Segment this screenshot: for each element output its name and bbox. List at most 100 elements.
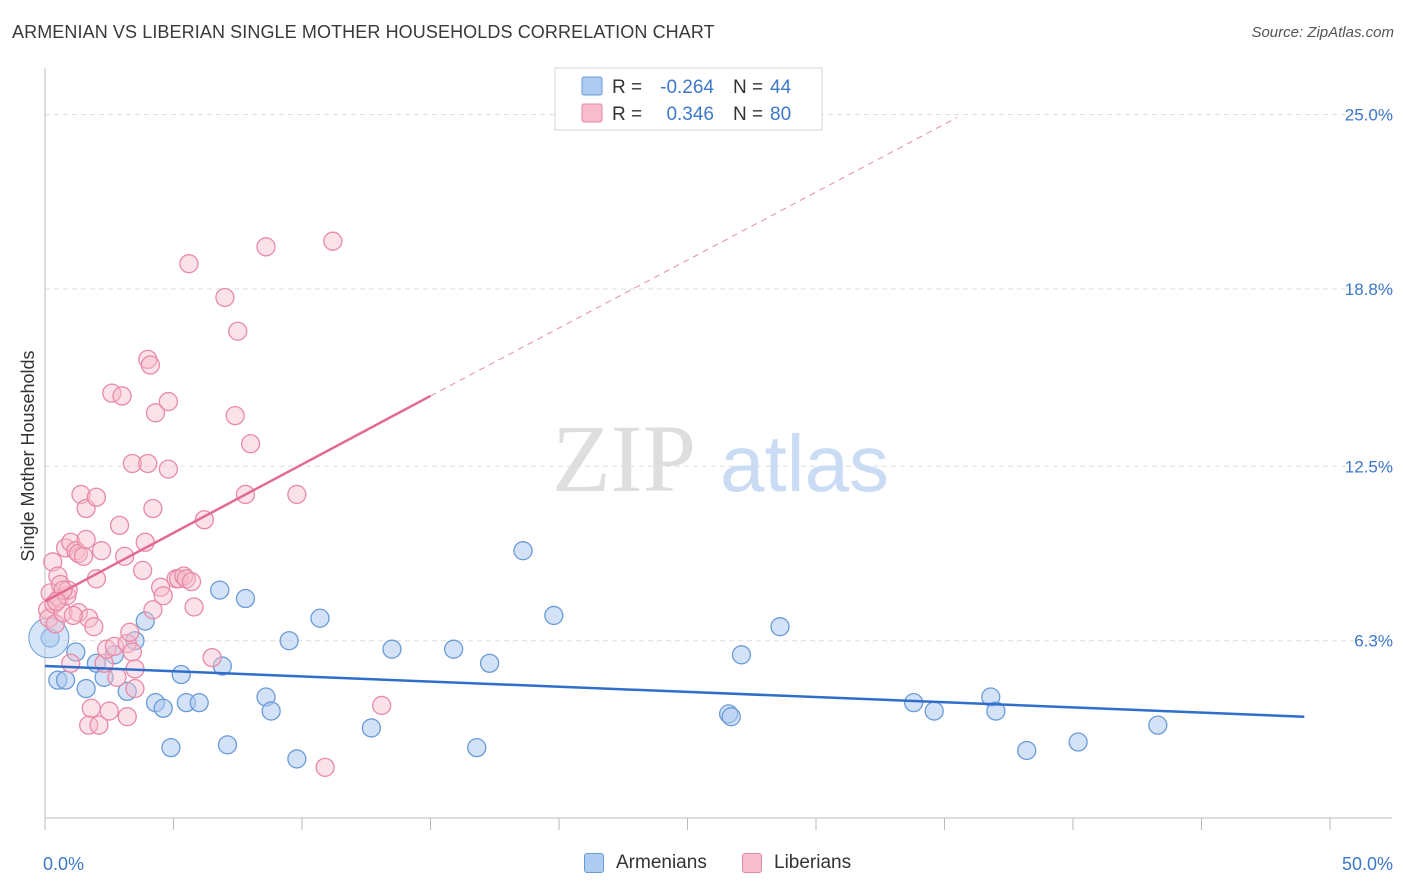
legend-item-liberians: Liberians: [742, 852, 851, 874]
liberian-point: [109, 515, 130, 536]
armenian-point: [467, 738, 487, 758]
liberian-point: [215, 287, 235, 308]
liberian-trend-line-extension: [430, 116, 958, 397]
liberian-point: [202, 647, 222, 668]
liberian-point: [256, 237, 276, 257]
armenian-point: [279, 631, 299, 651]
y-axis-label: Single Mother Households: [18, 350, 38, 561]
liberian-point: [107, 667, 127, 687]
correlation-legend: R = -0.264 N = 44 R = 0.346 N = 80: [554, 67, 823, 131]
series-legend: Armenians Liberians: [0, 852, 1406, 878]
armenian-point: [117, 681, 137, 702]
liberian-point: [372, 695, 392, 716]
armenian-point: [1017, 740, 1037, 761]
armenian-point: [66, 642, 86, 662]
liberian-point: [143, 498, 163, 519]
legend-label: Armenians: [616, 852, 707, 873]
liberian-point: [68, 602, 89, 623]
armenian-point: [55, 670, 76, 690]
grid-lines: [45, 114, 1392, 642]
liberian-point: [122, 642, 143, 662]
liberian-point: [99, 701, 119, 721]
y-tick-label: 6.3%: [1354, 632, 1393, 651]
armenian-point: [153, 698, 173, 718]
liberian-point: [63, 605, 83, 626]
liberian-point: [143, 600, 163, 620]
x-tick-labels: 0.0% 50.0%: [43, 854, 1393, 874]
legend-r-value-liberian: 0.346: [666, 104, 714, 125]
armenian-series: [28, 541, 1168, 769]
liberian-point: [240, 434, 261, 454]
legend-swatch: [584, 853, 604, 873]
liberian-point: [61, 653, 81, 673]
liberian-point: [79, 715, 99, 735]
armenian-point: [161, 738, 181, 758]
liberian-point: [86, 487, 107, 507]
liberian-point: [125, 678, 145, 699]
armenian-point: [361, 718, 382, 738]
liberian-point: [158, 391, 179, 412]
liberian-point: [73, 546, 94, 566]
legend-n-value-liberian: 80: [770, 104, 791, 125]
legend-r-value-armenian: -0.264: [660, 77, 714, 98]
armenian-point: [544, 605, 564, 626]
liberian-point: [315, 757, 335, 778]
liberian-point: [120, 622, 140, 642]
liberian-point: [45, 614, 65, 634]
liberian-point: [158, 459, 179, 479]
y-tick-labels: 6.3% 12.5% 18.8% 25.0%: [1345, 106, 1393, 651]
watermark-atlas: atlas: [720, 419, 889, 508]
liberian-point: [145, 403, 166, 423]
y-tick-label: 25.0%: [1345, 106, 1393, 125]
armenian-point: [171, 664, 191, 685]
legend-n-value-armenian: 44: [770, 77, 792, 98]
liberian-point: [225, 405, 245, 426]
liberian-point: [228, 321, 248, 341]
legend-swatch: [742, 853, 762, 873]
liberian-point: [176, 569, 197, 589]
armenian-trend-line: [44, 664, 1305, 718]
liberian-point: [117, 707, 137, 727]
legend-swatch-armenian: [581, 76, 603, 96]
armenian-point: [904, 692, 924, 713]
regression-lines: [44, 116, 1305, 718]
liberian-point: [287, 484, 307, 505]
y-tick-label: 18.8%: [1345, 280, 1393, 299]
armenian-point: [443, 639, 464, 659]
armenian-point: [189, 692, 209, 713]
liberian-point: [86, 569, 107, 589]
armenian-point: [479, 653, 500, 673]
liberian-point: [112, 386, 132, 406]
liberian-point: [89, 715, 109, 735]
liberian-point: [122, 453, 143, 474]
legend-r-label-liberian: R =: [612, 104, 642, 125]
chart-title: ARMENIAN VS LIBERIAN SINGLE MOTHER HOUSE…: [12, 22, 715, 42]
liberian-point: [181, 572, 202, 592]
armenian-point: [135, 611, 155, 631]
armenian-point: [986, 701, 1006, 721]
liberian-series: [37, 231, 392, 778]
armenian-point: [1148, 715, 1168, 735]
liberian-point: [184, 597, 204, 617]
axes: [44, 68, 1392, 830]
liberian-point: [323, 231, 343, 251]
x-tick-label: 50.0%: [1342, 854, 1393, 874]
armenian-point: [261, 701, 281, 721]
armenian-point: [721, 707, 741, 727]
legend-r-label-armenian: R =: [612, 77, 642, 98]
x-tick-label: 0.0%: [43, 854, 84, 874]
armenian-point: [770, 617, 790, 637]
armenian-point: [1068, 732, 1088, 752]
liberian-point: [153, 586, 173, 606]
liberian-trend-line: [44, 394, 432, 603]
armenian-point: [235, 588, 256, 609]
legend-swatch-liberian: [581, 103, 603, 123]
legend-item-armenians: Armenians: [584, 852, 707, 874]
armenian-point: [210, 580, 230, 600]
armenian-point: [924, 701, 944, 721]
watermark-zip: ZIP: [552, 405, 696, 512]
armenian-point: [513, 541, 533, 561]
source-credit: Source: ZipAtlas.com: [1251, 24, 1394, 41]
armenian-point: [731, 645, 752, 665]
